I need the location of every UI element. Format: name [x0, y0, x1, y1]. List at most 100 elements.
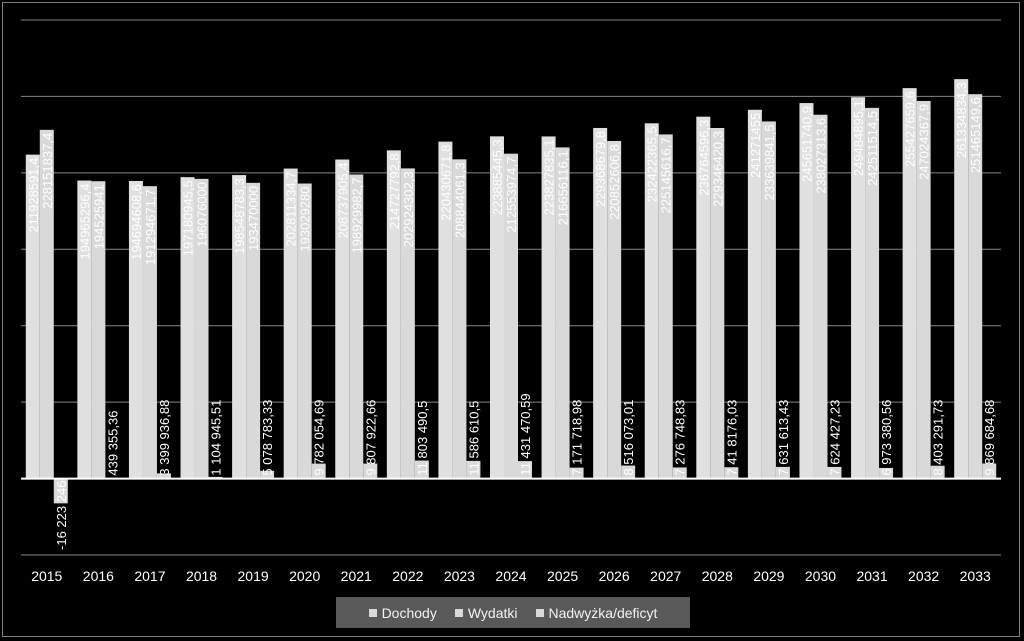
data-label-saldo: 5 078 783,33 — [260, 400, 275, 476]
data-label-wydatki: 229346420,3 — [710, 131, 725, 207]
data-label-saldo: 7 624 427,23 — [827, 400, 842, 476]
bar-saldo — [827, 466, 842, 479]
bar-wydatki — [39, 129, 54, 479]
data-label-saldo: 7 276 748,83 — [673, 400, 688, 476]
data-label-wydatki: 212553974,7 — [504, 157, 519, 233]
bar-wydatki — [555, 147, 570, 479]
bar-saldo — [621, 465, 636, 479]
bar-dochody — [851, 97, 866, 479]
legend-swatch-wydatki — [454, 608, 463, 617]
x-tick-label: 2024 — [495, 568, 526, 584]
legend-item-dochody: Dochody — [368, 605, 437, 621]
x-tick-label: 2025 — [547, 568, 578, 584]
data-label-dochody: 229368679,8 — [593, 131, 608, 207]
bar-saldo — [311, 463, 326, 479]
data-label-saldo: 6 973 380,56 — [879, 400, 894, 476]
bar-dochody — [902, 88, 917, 479]
bar-dochody — [541, 136, 556, 479]
x-tick-label: 2026 — [599, 568, 630, 584]
data-label-saldo: 7 41 8176,03 — [724, 400, 739, 476]
data-label-wydatki: 202924302,3 — [401, 171, 416, 247]
data-label-dochody: 241271455 — [748, 113, 763, 178]
data-label-wydatki: 225145616,7 — [659, 137, 674, 213]
legend-label-wydatki: Wydatki — [467, 604, 518, 621]
bar-dochody — [799, 103, 814, 479]
data-label-saldo: 9 782 054,69 — [312, 400, 327, 476]
x-tick-label: 2031 — [856, 568, 887, 584]
data-label-wydatki: 196076000 — [195, 182, 210, 247]
x-tick-label: 2021 — [341, 568, 372, 584]
x-tick-label: 2033 — [960, 568, 991, 584]
data-label-dochody: 214727792,8 — [387, 153, 402, 229]
bar-dochody — [696, 116, 711, 479]
legend-label-saldo: Nadwyżka/deficyt — [548, 604, 658, 621]
bar-wydatki — [297, 183, 312, 479]
bar-wydatki — [504, 153, 518, 479]
data-label-wydatki: 220852606,8 — [607, 144, 622, 220]
data-label-saldo: 11 431 470,59 — [518, 393, 533, 475]
x-tick-label: 2022 — [392, 568, 423, 584]
data-label-saldo: 9 869 684,68 — [982, 400, 997, 476]
data-label-wydatki: 193470000 — [246, 186, 261, 251]
data-label-saldo: 11 803 490,5 — [415, 401, 430, 476]
bar-wydatki — [142, 186, 157, 479]
data-label-wydatki: 233639841,5 — [762, 124, 777, 200]
bar-dochody — [438, 141, 453, 479]
bar-saldo — [156, 473, 171, 479]
data-label-dochody: 245651740,9 — [799, 106, 814, 182]
data-label-saldo: 11 586 610,5 — [466, 401, 481, 476]
bar-dochody — [25, 154, 40, 479]
data-label-saldo: 7 171 718,98 — [570, 400, 585, 476]
data-label-dochody: 223827835,1 — [542, 139, 557, 215]
bar-wydatki — [865, 107, 880, 479]
bar-wydatki — [194, 178, 209, 479]
data-label-dochody: 198548783,3 — [232, 178, 247, 254]
x-tick-label: 2019 — [238, 568, 269, 584]
bar-saldo — [260, 470, 275, 479]
bar-wydatki — [246, 182, 261, 479]
bar-saldo — [982, 463, 997, 479]
data-label-saldo: 8 516 073,01 — [621, 400, 636, 476]
data-label-wydatki: 216656116,1 — [556, 150, 571, 225]
bar-saldo — [775, 466, 790, 479]
bar-wydatki — [400, 168, 415, 479]
data-label-wydatki: 194525941 — [91, 184, 106, 249]
data-label-dochody: 249484895,1 — [851, 100, 866, 176]
x-tick-label: 2029 — [753, 568, 784, 584]
data-label-wydatki: 251465149,6 — [968, 97, 983, 173]
data-label-dochody: 211928591,4 — [26, 158, 41, 233]
legend-item-saldo: Nadwyżka/deficyt — [535, 604, 658, 621]
bar-dochody — [180, 177, 195, 479]
data-label-dochody: 197180945,5 — [181, 180, 196, 256]
data-label-wydatki: 198929982,7 — [349, 177, 364, 253]
bar-saldo — [569, 467, 584, 479]
data-label-dochody: 194965296,4 — [77, 184, 92, 260]
bar-saldo — [363, 463, 378, 479]
data-label-wydatki: 228151837,4 — [40, 133, 55, 209]
data-label-dochody: 202811334,7 — [284, 172, 299, 247]
bar-dochody — [747, 109, 762, 479]
bar-saldo — [414, 460, 429, 479]
data-label-saldo: 8 403 291,73 — [931, 400, 946, 476]
legend-item-wydatki: Wydatki — [454, 604, 518, 621]
bar-dochody — [232, 175, 247, 479]
x-tick-label: 2028 — [702, 568, 733, 584]
bar-wydatki — [91, 181, 106, 479]
data-label-dochody: 261334834,3 — [954, 82, 969, 158]
x-tick-label: 2017 — [134, 568, 165, 584]
bar-dochody — [490, 136, 504, 479]
data-label-saldo: 3 399 936,88 — [157, 400, 172, 476]
data-label-saldo: -16 223 246 — [54, 481, 69, 550]
data-label-dochody: 223885445,3 — [490, 139, 505, 215]
data-label-dochody: 208737905,4 — [335, 163, 350, 239]
bar-wydatki — [710, 127, 725, 479]
bar-dochody — [128, 180, 143, 479]
data-label-saldo: 439 355,36 — [105, 410, 120, 475]
bar-dochody — [77, 180, 92, 479]
data-label-dochody: 194694608,6 — [129, 184, 144, 260]
data-label-saldo: 1 104 945,51 — [209, 400, 224, 476]
legend-swatch-saldo — [535, 608, 544, 617]
data-label-wydatki: 242511514,5 — [865, 111, 880, 186]
